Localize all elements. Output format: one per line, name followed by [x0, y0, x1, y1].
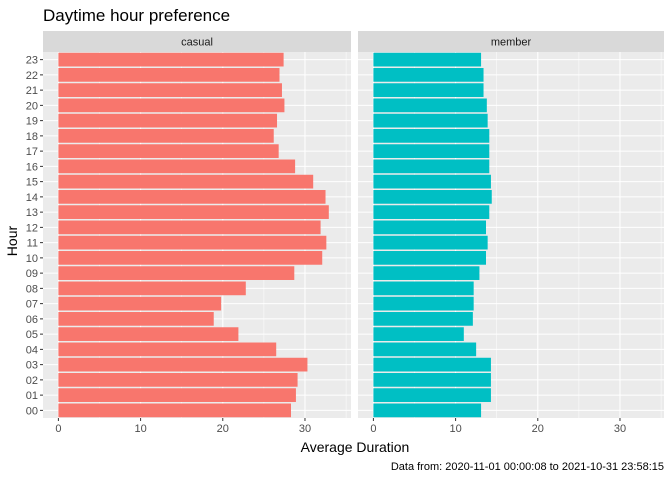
y-tick-label: 15	[26, 177, 38, 189]
x-tick-label: 30	[299, 423, 311, 435]
panel-background	[43, 52, 351, 418]
facet-panels: casual member	[43, 31, 664, 418]
bar-casual-16	[58, 159, 296, 174]
y-tick-label: 03	[26, 360, 38, 372]
bar-casual-06	[58, 312, 214, 326]
y-tick-label: 16	[26, 161, 38, 173]
bar-casual-10	[58, 251, 323, 265]
y-tick-label: 05	[26, 329, 38, 341]
x-axis: 0 10 20 30 0 10 20 30	[55, 418, 626, 435]
chart-title: Daytime hour preference	[43, 6, 230, 25]
bar-member-16	[373, 159, 490, 174]
y-tick-label: 06	[26, 314, 38, 326]
bar-casual-15	[58, 174, 314, 189]
y-tick-label: 13	[26, 207, 38, 219]
y-tick-label: 04	[26, 344, 38, 356]
x-axis-title: Average Duration	[301, 439, 410, 455]
y-tick-label: 00	[26, 405, 38, 417]
bar-casual-19	[58, 113, 278, 128]
bar-member-14	[373, 190, 492, 204]
bar-casual-23	[58, 52, 284, 67]
bar-member-15	[373, 174, 491, 189]
y-tick-label: 22	[26, 70, 38, 82]
bar-casual-18	[58, 129, 274, 143]
bar-member-18	[373, 129, 490, 143]
bar-member-11	[373, 235, 488, 250]
y-axis-title: Hour	[4, 225, 20, 256]
bar-member-06	[373, 312, 473, 326]
bar-casual-05	[58, 327, 239, 341]
y-tick-label: 14	[26, 192, 38, 204]
facet-strip	[43, 31, 351, 52]
bar-casual-14	[58, 190, 326, 204]
bar-member-21	[373, 83, 484, 97]
bar-member-01	[373, 388, 491, 402]
y-tick-label: 01	[26, 390, 38, 402]
bar-member-10	[373, 251, 487, 265]
bar-member-09	[373, 266, 480, 280]
bar-member-19	[373, 113, 488, 128]
y-tick-label: 21	[26, 85, 38, 97]
bar-member-02	[373, 373, 491, 387]
facet-strip	[358, 31, 664, 52]
bar-casual-04	[58, 342, 277, 357]
bar-casual-20	[58, 98, 285, 113]
x-tick-label: 20	[217, 423, 229, 435]
bar-member-17	[373, 144, 490, 158]
facet-strip-label: casual	[181, 37, 213, 49]
bar-casual-01	[58, 388, 296, 402]
bar-member-07	[373, 296, 474, 311]
bar-casual-11	[58, 235, 327, 250]
bar-member-05	[373, 327, 464, 341]
bar-casual-13	[58, 205, 329, 219]
bar-casual-07	[58, 296, 222, 311]
y-axis: 00 01 02 03 04 05 06 07 08 09 10 11 12 13 14 15 16 17 18 19…	[26, 55, 43, 417]
facet-panel-member: member	[358, 31, 664, 418]
y-tick-label: 19	[26, 116, 38, 128]
chart-caption: Data from: 2020-11-01 00:00:08 to 2021-1…	[391, 461, 664, 473]
x-tick-label: 30	[614, 423, 626, 435]
x-tick-label: 10	[449, 423, 461, 435]
bar-casual-02	[58, 373, 298, 387]
y-tick-label: 07	[26, 299, 38, 311]
facet-strip-label: member	[491, 37, 532, 49]
y-tick-label: 17	[26, 146, 38, 158]
bar-casual-09	[58, 266, 295, 280]
bar-casual-08	[58, 281, 246, 296]
y-tick-label: 09	[26, 268, 38, 280]
bar-casual-21	[58, 83, 282, 97]
y-tick-label: 11	[27, 238, 38, 250]
bar-casual-00	[58, 403, 292, 418]
bar-casual-17	[58, 144, 279, 158]
y-tick-label: 12	[26, 222, 38, 234]
bar-casual-12	[58, 220, 321, 235]
bar-casual-22	[58, 68, 280, 82]
panel-background	[358, 52, 664, 418]
x-tick-label: 10	[134, 423, 146, 435]
y-tick-label: 08	[26, 283, 38, 295]
bar-member-13	[373, 205, 490, 219]
bar-casual-03	[58, 357, 308, 372]
x-tick-label: 0	[370, 423, 376, 435]
bar-member-23	[373, 52, 482, 67]
x-tick-label: 0	[55, 423, 61, 435]
facet-panel-casual: casual	[43, 31, 351, 418]
bar-member-22	[373, 68, 484, 82]
y-tick-label: 18	[26, 131, 38, 143]
bar-member-12	[373, 220, 487, 235]
bar-member-08	[373, 281, 474, 296]
y-tick-label: 02	[26, 375, 38, 387]
y-tick-label: 20	[26, 100, 38, 112]
x-tick-label: 20	[532, 423, 544, 435]
y-tick-label: 10	[26, 253, 38, 265]
bar-member-04	[373, 342, 477, 357]
bar-member-03	[373, 357, 491, 372]
bar-member-20	[373, 98, 487, 113]
y-tick-label: 23	[26, 55, 38, 67]
bar-member-00	[373, 403, 482, 418]
